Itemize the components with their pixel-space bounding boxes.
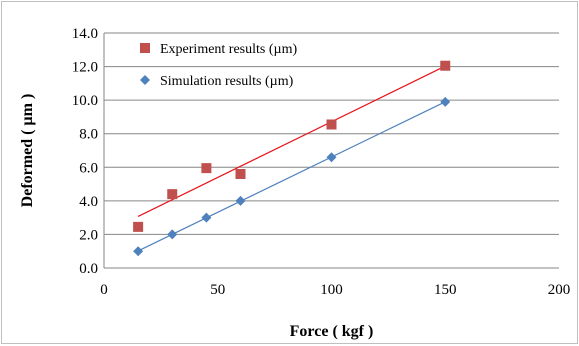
legend: Experiment results (µm) Simulation result… — [140, 42, 297, 89]
data-points — [133, 60, 451, 257]
y-tick-label: 8.0 — [79, 127, 98, 143]
x-tick-label: 150 — [434, 282, 457, 298]
x-tick-label: 0 — [100, 282, 108, 298]
y-tick-label: 4.0 — [79, 194, 98, 210]
deformation-chart: 0.02.04.06.08.010.012.014.00 50 100 150 200 … — [19, 26, 571, 340]
simulation-point — [235, 195, 246, 206]
experiment-point — [326, 119, 337, 130]
gridlines — [104, 32, 559, 235]
y-tick-label: 12.0 — [72, 60, 98, 76]
legend-label: Experiment results (µm) — [160, 42, 297, 57]
simulation-point — [167, 229, 178, 240]
legend-diamond-icon — [140, 75, 150, 85]
y-tick-label: 6.0 — [79, 160, 98, 176]
legend-label: Simulation results (µm) — [160, 74, 294, 89]
legend-square-icon — [140, 43, 150, 53]
experiment-point — [133, 221, 144, 232]
x-tick-label: 100 — [320, 282, 343, 298]
x-tick-label: 50 — [210, 282, 225, 298]
simulation-point — [440, 96, 451, 107]
simulation-point — [133, 246, 144, 257]
x-tick-label: 200 — [548, 282, 571, 298]
experiment-point — [440, 60, 451, 71]
experiment-point — [167, 189, 178, 200]
axes: 0.0 2.0 4.0 6.0 8.0 10.0 12.0 14.0 0 50 100 150 200 — [72, 26, 571, 298]
experiment-point — [201, 163, 212, 174]
y-axis-title: Deformed ( µm ) — [19, 94, 36, 208]
experiment-point — [235, 169, 246, 179]
simulation-point — [326, 152, 337, 163]
trendlines — [137, 65, 446, 252]
simulation-point — [201, 212, 212, 223]
y-tick-label: 14.0 — [72, 26, 98, 42]
trendline-series-2 — [137, 101, 446, 252]
y-tick-label: 10.0 — [72, 93, 98, 109]
x-axis-title: Force ( kgf ) — [290, 323, 374, 340]
y-tick-label: 2.0 — [79, 227, 98, 243]
y-tick-label: 0.0 — [79, 261, 98, 277]
trendline-series-1 — [137, 65, 446, 217]
